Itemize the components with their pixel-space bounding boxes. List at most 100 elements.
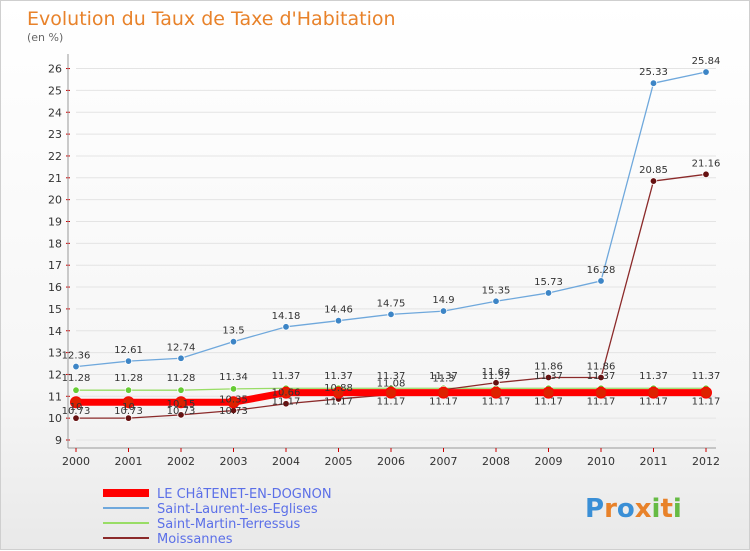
y-tick-label: 13 <box>48 347 62 360</box>
y-tick-label: 21 <box>48 172 62 185</box>
y-tick-label: 25 <box>48 84 62 97</box>
data-point <box>702 170 710 179</box>
data-point <box>175 396 187 409</box>
data-label: 11.17 <box>429 397 458 408</box>
y-tick-label: 23 <box>48 128 62 141</box>
data-point <box>492 297 500 305</box>
data-label: 11.86 <box>534 362 563 373</box>
data-labels: 12.36 12.61 12.74 13.5 14.18 14.46 14.75 14.9 15… <box>62 56 721 417</box>
legend-label: Saint-Laurent-les-Eglises <box>157 502 318 517</box>
chart-title: Evolution du Taux de Taxe d'Habitation <box>27 8 396 30</box>
data-point <box>177 354 185 362</box>
data-label: 11.37 <box>429 371 458 382</box>
data-label: 10.73 <box>114 406 143 417</box>
x-tick-label: 2002 <box>167 455 195 468</box>
data-point <box>649 79 658 87</box>
data-label: 11.08 <box>377 379 406 390</box>
x-tick-label: 2007 <box>430 455 458 468</box>
data-label: 11.37 <box>324 371 353 382</box>
data-point <box>544 373 553 382</box>
data-label: 10.66 <box>272 388 301 399</box>
y-tick-label: 11 <box>48 390 62 403</box>
x-tick-label: 2008 <box>482 455 510 468</box>
data-label: 11.28 <box>62 373 91 384</box>
data-label: 15.35 <box>482 285 511 296</box>
x-tick-label: 2010 <box>587 455 615 468</box>
data-point <box>72 414 80 422</box>
data-label: 11.37 <box>272 371 301 382</box>
y-tick-label: 9 <box>55 434 62 447</box>
logo-letter: t <box>660 494 672 524</box>
data-point <box>542 386 555 399</box>
data-label: 20.85 <box>639 165 668 176</box>
axes: 9 10 11 12 13 14 15 16 17 18 19 20 21 22 23 24 25 26 2000 2… <box>48 54 720 468</box>
x-tick-label: 2005 <box>325 455 353 468</box>
data-label: 14.75 <box>377 298 406 309</box>
series-group <box>70 68 712 422</box>
data-label: 10 <box>70 402 83 413</box>
data-point <box>229 385 238 393</box>
data-point <box>177 411 185 419</box>
data-label: 10 <box>122 402 135 413</box>
data-label: 16.28 <box>587 265 616 276</box>
data-point <box>227 396 240 409</box>
data-label: 11.37 <box>534 371 563 382</box>
data-point <box>229 337 238 346</box>
data-point <box>702 68 710 76</box>
data-label: 10.15 <box>167 399 196 410</box>
x-tick-label: 2004 <box>272 455 300 468</box>
data-label: 11.37 <box>639 371 668 382</box>
data-label: 11.37 <box>482 371 511 382</box>
y-tick-label: 12 <box>48 368 62 381</box>
logo-letter: r <box>604 494 617 524</box>
data-label: 12.61 <box>114 345 143 356</box>
data-point <box>282 323 290 331</box>
logo-letter: o <box>617 494 635 524</box>
y-tick-label: 17 <box>48 259 62 272</box>
grid <box>76 68 716 441</box>
x-tick-label: 2006 <box>377 455 405 468</box>
data-label: 25.33 <box>639 67 668 78</box>
y-tick-label: 24 <box>48 106 62 119</box>
data-point <box>647 386 660 399</box>
data-label: 11.28 <box>167 373 196 384</box>
data-point <box>597 277 605 285</box>
y-tick-label: 19 <box>48 216 62 229</box>
y-tick-label: 15 <box>48 303 62 316</box>
data-label: 11.37 <box>692 371 721 382</box>
data-label: 11.37 <box>377 371 406 382</box>
data-label: 11.86 <box>587 362 616 373</box>
data-label: 10.73 <box>219 406 248 417</box>
data-point <box>72 362 80 371</box>
data-point <box>649 177 658 185</box>
data-label: 13.5 <box>222 326 244 337</box>
data-label: 11.17 <box>534 397 563 408</box>
data-point <box>437 386 450 399</box>
data-label: 11.28 <box>114 373 143 384</box>
data-label: 11.17 <box>272 397 301 408</box>
logo-letter: x <box>635 494 652 524</box>
data-point <box>439 307 448 315</box>
y-tick-label: 10 <box>48 412 62 425</box>
series-line <box>75 71 707 368</box>
data-label: 25.84 <box>692 56 721 67</box>
y-tick-label: 22 <box>48 150 62 163</box>
data-label: 11.17 <box>639 397 668 408</box>
logo-letter: i <box>652 494 661 524</box>
data-label: 11.17 <box>587 397 616 408</box>
data-label: 14.9 <box>432 295 454 306</box>
data-point <box>387 310 395 319</box>
data-point <box>544 289 553 297</box>
data-point <box>385 386 397 399</box>
x-tick-label: 2001 <box>115 455 143 468</box>
data-point <box>282 400 290 408</box>
data-label: 11.62 <box>482 367 511 378</box>
data-point <box>280 386 292 399</box>
data-label: 11.17 <box>324 397 353 408</box>
data-point <box>700 386 712 399</box>
data-point <box>490 386 502 399</box>
data-point <box>334 317 343 325</box>
chart-subtitle: (en %) <box>27 31 63 44</box>
